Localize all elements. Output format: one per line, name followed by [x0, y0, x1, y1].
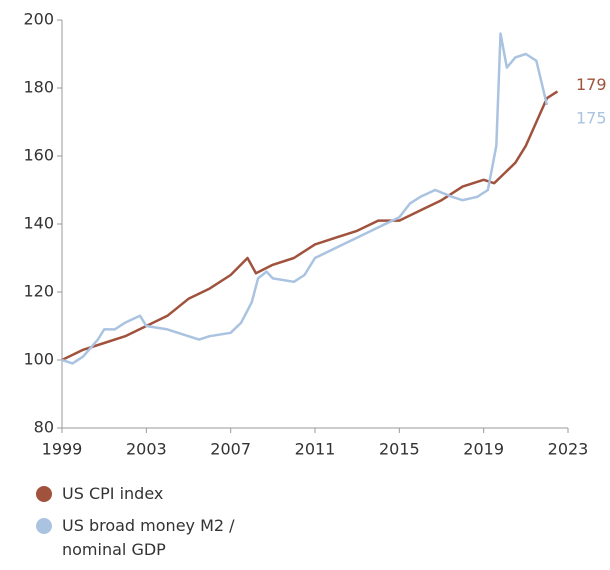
legend: US CPI index US broad money M2 / nominal … — [36, 482, 296, 570]
x-tick-label: 2003 — [126, 440, 167, 459]
end-label: 175 — [576, 109, 607, 128]
y-tick-label: 140 — [23, 214, 54, 233]
legend-label: US broad money M2 / nominal GDP — [62, 516, 235, 559]
x-tick-label: 2023 — [548, 440, 589, 459]
x-tick-label: 2011 — [295, 440, 336, 459]
y-tick-label: 200 — [23, 10, 54, 29]
chart: 80 100 120 140 160 180 200 1999 2003 2007 2011 2015… — [23, 10, 607, 459]
x-tick-label: 1999 — [42, 440, 83, 459]
x-tick-label: 2007 — [210, 440, 251, 459]
legend-item: US CPI index — [36, 482, 296, 506]
legend-swatch — [36, 518, 52, 534]
y-tick-label: 100 — [23, 350, 54, 369]
x-tick-label: 2015 — [379, 440, 420, 459]
end-label: 179 — [576, 75, 607, 94]
y-tick-label: 80 — [34, 418, 54, 437]
legend-swatch — [36, 486, 52, 502]
line — [61, 90, 559, 362]
legend-item: US broad money M2 / nominal GDP — [36, 514, 296, 562]
line — [61, 32, 549, 365]
y-tick-label: 180 — [23, 78, 54, 97]
y-tick-label: 160 — [23, 146, 54, 165]
legend-label: US CPI index — [62, 484, 164, 503]
x-tick-label: 2019 — [463, 440, 504, 459]
y-tick-label: 120 — [23, 282, 54, 301]
